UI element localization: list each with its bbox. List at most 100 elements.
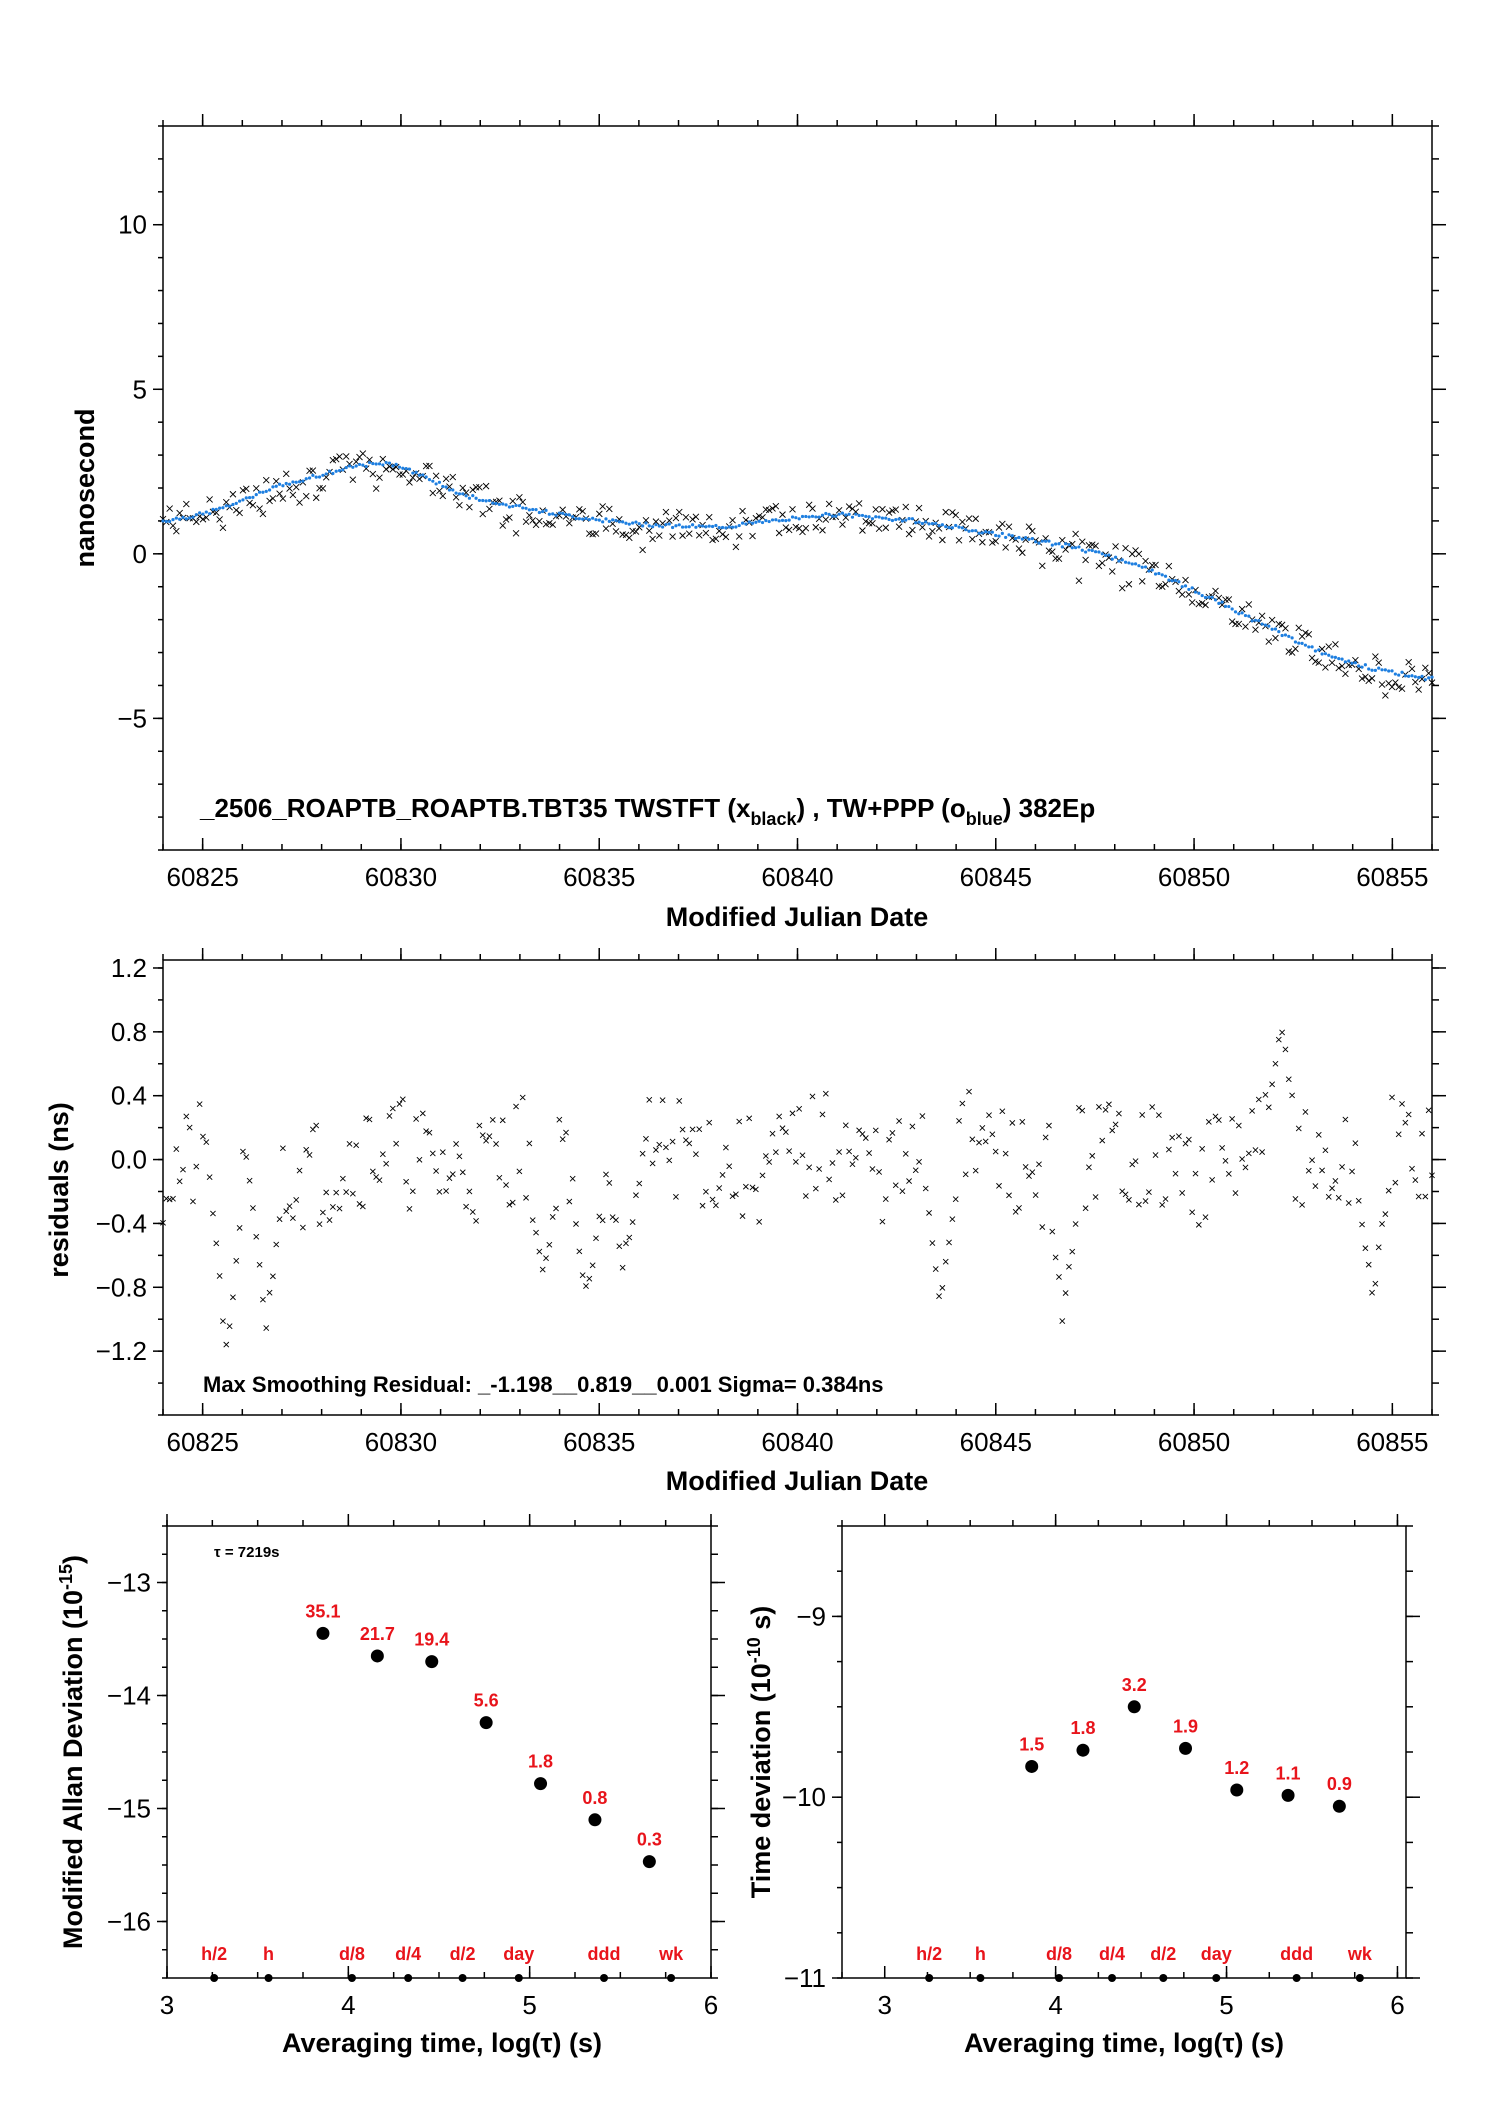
ppp-point	[481, 498, 485, 503]
ppp-point	[927, 522, 931, 526]
ppp-point	[897, 517, 901, 521]
residual-point	[949, 1216, 956, 1223]
twstft-point	[1282, 624, 1289, 632]
ppp-point	[421, 473, 425, 477]
residual-point	[1315, 1131, 1322, 1138]
twstft-point	[1142, 557, 1149, 565]
ppp-point	[800, 514, 805, 519]
ppp-point	[347, 464, 352, 468]
ppp-point	[1207, 595, 1211, 599]
twstft-point	[749, 532, 756, 540]
ppp-point	[1077, 545, 1081, 549]
y-tick-label: −15	[107, 1794, 151, 1824]
residual-point	[1362, 1245, 1369, 1252]
ppp-point	[754, 520, 758, 524]
ppp-point	[244, 496, 248, 500]
residual-point	[1232, 1190, 1239, 1196]
x-tick-label: 60840	[761, 1427, 833, 1457]
ppp-point	[307, 476, 312, 480]
residual-point	[1252, 1147, 1259, 1153]
ppp-point	[238, 499, 242, 503]
ppp-point	[607, 519, 611, 523]
twstft-point	[1352, 656, 1359, 664]
mdev-ylabel-exp: -15	[56, 1564, 76, 1590]
ppp-point	[870, 517, 875, 521]
residual-point	[1419, 1130, 1425, 1137]
residual-point	[969, 1136, 976, 1143]
twstft-point	[1412, 678, 1419, 686]
twstft-point	[1108, 568, 1116, 575]
residual-point	[1289, 1092, 1296, 1099]
twstft-point	[752, 514, 760, 522]
twstft-point	[579, 507, 586, 515]
twstft-point	[336, 453, 343, 460]
ppp-point	[1300, 641, 1304, 645]
residual-point	[399, 1096, 406, 1103]
ppp-point	[198, 511, 202, 515]
period-marker-label: h	[975, 1944, 986, 1964]
twstft-point	[852, 508, 860, 516]
residual-point	[429, 1150, 436, 1157]
ppp-point	[1004, 535, 1008, 540]
ppp-point	[954, 523, 958, 528]
ppp-point	[188, 516, 192, 520]
residual-point	[1239, 1156, 1246, 1162]
twstft-point	[1075, 577, 1083, 584]
ppp-point	[937, 524, 941, 528]
ppp-point	[661, 525, 665, 529]
residual-point	[260, 1296, 266, 1303]
twstft-point	[1325, 643, 1333, 650]
ppp-point	[647, 524, 651, 528]
twstft-point	[1245, 601, 1253, 608]
twstft-point	[559, 506, 567, 514]
residual-point	[1062, 1290, 1069, 1296]
ppp-point	[521, 506, 525, 510]
ppp-point	[750, 521, 755, 525]
ppp-point	[1260, 622, 1264, 626]
tdev-ylabel-main: Time deviation (10	[746, 1663, 776, 1898]
residual-point	[952, 1196, 959, 1203]
ppp-point	[281, 484, 285, 488]
twstft-point	[1068, 540, 1076, 548]
ppp-point	[1340, 657, 1344, 661]
twstft-point	[432, 472, 440, 480]
residual-point	[1382, 1211, 1389, 1218]
residual-point	[762, 1153, 769, 1159]
deviation-count-label: 1.5	[1019, 1734, 1044, 1754]
x-tick-label: 4	[341, 1990, 355, 2020]
deviation-point	[1179, 1741, 1193, 1755]
period-marker-dot	[1355, 1974, 1364, 1982]
residual-point	[383, 1160, 390, 1167]
residual-point	[1089, 1152, 1096, 1159]
twstft-point	[769, 505, 776, 512]
ppp-point	[970, 529, 974, 533]
residual-point	[583, 1283, 589, 1289]
ppp-point	[1320, 652, 1324, 656]
residual-point	[1046, 1122, 1052, 1129]
twstft-point	[476, 483, 483, 491]
ppp-point	[631, 521, 635, 525]
ppp-blue-series	[161, 460, 1434, 682]
ppp-point	[1117, 559, 1121, 563]
y-tick-label: −14	[107, 1681, 151, 1711]
ppp-point	[1407, 674, 1411, 678]
residual-point	[1122, 1191, 1129, 1198]
deviation-point	[425, 1655, 439, 1669]
residual-point	[606, 1180, 613, 1186]
ppp-point	[334, 469, 338, 473]
ppp-point	[437, 480, 442, 484]
ppp-point	[544, 508, 548, 512]
residual-point	[716, 1185, 723, 1191]
ppp-point	[524, 506, 528, 510]
twstft-point	[935, 525, 943, 532]
twstft-point	[1372, 653, 1379, 660]
residual-point	[1079, 1107, 1086, 1114]
twstft-point	[819, 526, 826, 534]
ppp-point	[770, 518, 775, 522]
residual-point	[1312, 1183, 1319, 1189]
ppp-point	[1220, 600, 1224, 604]
twstft-point	[909, 526, 916, 534]
twstft-point	[1322, 664, 1329, 671]
residuals-annotation: Max Smoothing Residual: _-1.198__0.819__…	[203, 1372, 884, 1397]
ppp-point	[667, 522, 671, 526]
